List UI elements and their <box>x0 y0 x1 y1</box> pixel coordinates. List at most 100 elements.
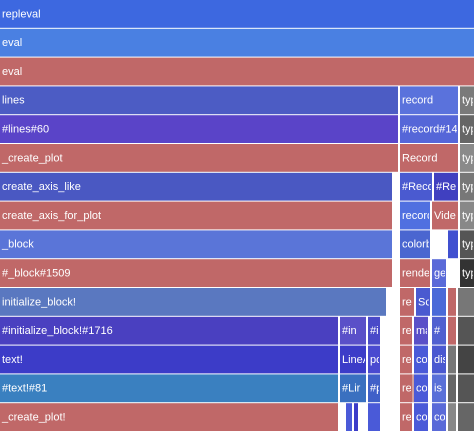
frame[interactable]: _create_plot! <box>0 403 338 431</box>
frame[interactable]: lines <box>0 86 398 115</box>
frame-rect[interactable] <box>400 374 412 403</box>
frame-rect[interactable] <box>460 172 474 201</box>
frame-rect[interactable] <box>400 259 430 287</box>
frame-rect[interactable] <box>400 403 412 431</box>
frame[interactable]: re <box>400 403 412 431</box>
frame[interactable]: typ <box>460 86 474 115</box>
frame-rect[interactable] <box>0 316 338 345</box>
frame-rect[interactable] <box>432 403 446 431</box>
frame-rect[interactable] <box>414 345 428 374</box>
frame[interactable]: co <box>414 403 428 431</box>
frame[interactable]: is <box>432 374 446 403</box>
frame[interactable]: LineA <box>340 345 371 374</box>
frame[interactable]: eval <box>0 57 474 86</box>
frame-rect[interactable] <box>414 374 428 403</box>
frame-rect[interactable] <box>368 374 380 403</box>
frame-rect[interactable] <box>0 374 338 403</box>
frame-rect[interactable] <box>434 172 458 201</box>
frame[interactable]: re <box>400 288 414 316</box>
frame[interactable]: ge <box>432 259 446 287</box>
frame[interactable]: typ <box>460 201 474 230</box>
frame-rect[interactable] <box>0 28 474 57</box>
frame-rect[interactable] <box>460 86 474 115</box>
frame[interactable]: typ <box>460 115 474 143</box>
frame-rect[interactable] <box>400 316 412 345</box>
frame[interactable]: ma <box>414 316 432 345</box>
frame[interactable]: rende <box>400 259 430 287</box>
frame[interactable]: #i <box>368 316 380 345</box>
frame-rect[interactable] <box>368 316 380 345</box>
frame[interactable]: Vide <box>432 201 458 230</box>
frame[interactable]: create_axis_like <box>0 172 392 201</box>
frame[interactable]: #p <box>368 374 382 403</box>
frame[interactable]: typ <box>460 144 474 172</box>
frame[interactable]: #_block#1509 <box>0 259 392 287</box>
frame-rect[interactable] <box>0 86 398 115</box>
frame-rect[interactable] <box>0 57 474 86</box>
frame[interactable]: re <box>400 345 412 374</box>
frame-rect[interactable] <box>416 288 430 316</box>
frame-rect[interactable] <box>460 230 474 259</box>
frame-rect[interactable] <box>460 115 474 143</box>
frame[interactable]: text! <box>0 345 338 374</box>
frame-rect[interactable] <box>432 374 446 403</box>
frame-rect[interactable] <box>432 316 446 345</box>
frame[interactable]: #initialize_block!#1716 <box>0 316 338 345</box>
frame[interactable]: #record#1454 <box>400 115 470 143</box>
frame[interactable]: typ <box>460 259 474 287</box>
frame[interactable]: po <box>368 345 382 374</box>
frame[interactable]: Sc <box>416 288 431 316</box>
frame-rect[interactable] <box>400 172 432 201</box>
frame[interactable]: # <box>432 316 446 345</box>
frame[interactable]: _create_plot <box>0 144 398 172</box>
frame[interactable]: #Lir <box>340 374 366 403</box>
frame[interactable]: co <box>432 403 446 431</box>
frame[interactable]: #text!#81 <box>0 374 338 403</box>
frame-rect[interactable] <box>460 201 474 230</box>
frame[interactable]: Record <box>400 144 458 172</box>
frame-rect[interactable] <box>0 345 338 374</box>
frame[interactable]: record <box>400 201 433 230</box>
frame-rect[interactable] <box>400 86 458 115</box>
frame[interactable]: colorb <box>400 230 432 259</box>
frame-rect[interactable] <box>432 259 446 287</box>
frame[interactable]: co <box>414 345 428 374</box>
frame[interactable]: create_axis_for_plot <box>0 201 392 230</box>
frame[interactable]: #in <box>340 316 366 345</box>
frame-rect[interactable] <box>368 345 380 374</box>
frame-rect[interactable] <box>0 144 398 172</box>
frame-rect[interactable] <box>400 230 430 259</box>
frame-rect[interactable] <box>340 374 366 403</box>
frame[interactable]: co <box>414 374 428 403</box>
frame-rect[interactable] <box>340 345 366 374</box>
frame-rect[interactable] <box>0 115 398 143</box>
frame-rect[interactable] <box>432 345 446 374</box>
frame-rect[interactable] <box>0 288 386 316</box>
frame[interactable]: typ <box>460 172 474 201</box>
frame-rect[interactable] <box>0 259 392 287</box>
frame-rect[interactable] <box>400 201 430 230</box>
frame-rect[interactable] <box>400 144 458 172</box>
frame-rect[interactable] <box>460 144 474 172</box>
frame-rect[interactable] <box>0 172 392 201</box>
frame-rect[interactable] <box>460 259 474 287</box>
frame-rect[interactable] <box>0 230 392 259</box>
frame[interactable]: dis <box>432 345 449 374</box>
frame-rect[interactable] <box>432 201 458 230</box>
frame[interactable]: #Recor <box>400 172 438 201</box>
frame-rect[interactable] <box>0 403 338 431</box>
frame-rect[interactable] <box>400 288 414 316</box>
frame-rect[interactable] <box>400 345 412 374</box>
frame[interactable]: #Re <box>434 172 458 201</box>
frame[interactable]: _block <box>0 230 392 259</box>
frame[interactable]: re <box>400 316 412 345</box>
frame[interactable]: record <box>400 86 458 115</box>
frame-rect[interactable] <box>340 316 366 345</box>
frame[interactable]: #lines#60 <box>0 115 398 143</box>
frame-rect[interactable] <box>414 316 428 345</box>
frame-rect[interactable] <box>0 0 474 28</box>
frame-rect[interactable] <box>414 403 428 431</box>
frame-rect[interactable] <box>400 115 458 143</box>
frame[interactable]: initialize_block! <box>0 288 386 316</box>
frame[interactable]: typ <box>460 230 474 259</box>
